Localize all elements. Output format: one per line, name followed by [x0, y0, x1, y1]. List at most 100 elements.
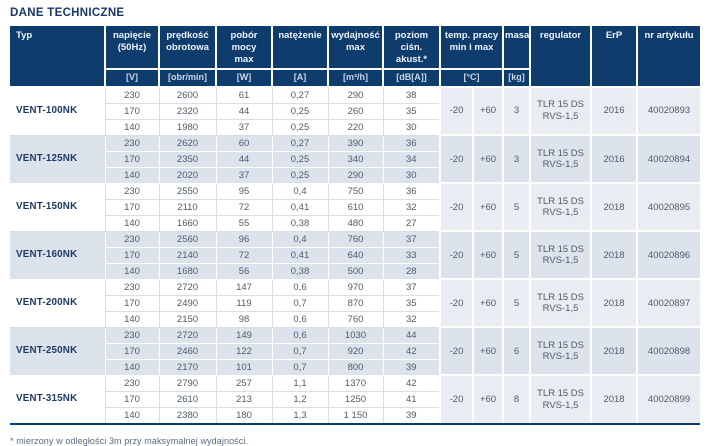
- cell-predkosc: 1660: [158, 214, 217, 232]
- cell-temp-min: -20: [439, 134, 474, 185]
- unit-m3h: [m³/h]: [327, 67, 384, 88]
- cell-natezenie: 0,27: [271, 86, 329, 104]
- cell-pobor: 257: [215, 374, 273, 392]
- cell-natezenie: 0,7: [271, 358, 329, 376]
- cell-nr-artykulu: 40020896: [636, 230, 702, 281]
- cell-napiecie: 230: [104, 230, 160, 248]
- cell-poziom: 42: [382, 342, 441, 360]
- cell-wydajnosc: 290: [327, 166, 384, 184]
- group-vent-315nk: VENT-315NK 230 2790 257 1,1 1370 42 -20 …: [9, 374, 702, 424]
- cell-wydajnosc: 500: [327, 262, 384, 280]
- cell-pobor: 60: [215, 134, 273, 152]
- cell-pobor: 56: [215, 262, 273, 280]
- cell-pobor: 72: [215, 198, 273, 216]
- table-row: 170 2490 119 0,7 870 35: [10, 294, 700, 312]
- cell-predkosc: 2170: [158, 358, 217, 376]
- cell-napiecie: 230: [104, 86, 160, 104]
- cell-natezenie: 0,38: [271, 262, 329, 280]
- table-row: 140 1680 56 0,38 500 28: [10, 262, 700, 280]
- type-cell: VENT-315NK: [9, 374, 106, 424]
- cell-predkosc: 2790: [158, 374, 217, 392]
- header-row-labels: Typ napięcie (50Hz) prędkość obrotowa po…: [9, 25, 702, 88]
- cell-temp-max: +60: [471, 326, 505, 377]
- cell-pobor: 44: [215, 150, 273, 168]
- cell-erp: 2018: [590, 278, 639, 329]
- cell-regulator: TLR 15 DS RVS-1,5: [529, 182, 593, 233]
- cell-wydajnosc: 760: [327, 230, 384, 248]
- cell-poziom: 32: [382, 198, 441, 216]
- cell-predkosc: 2610: [158, 390, 217, 408]
- cell-poziom: 39: [382, 358, 441, 376]
- cell-predkosc: 2720: [158, 278, 217, 296]
- cell-natezenie: 0,25: [271, 150, 329, 168]
- cell-temp-max: +60: [471, 85, 505, 137]
- cell-nr-artykulu: 40020898: [636, 326, 702, 377]
- cell-predkosc: 2110: [158, 198, 217, 216]
- cell-napiecie: 140: [104, 310, 160, 328]
- unit-kg: [kg]: [502, 67, 532, 88]
- cell-natezenie: 0,27: [271, 134, 329, 152]
- cell-napiecie: 140: [104, 262, 160, 280]
- cell-poziom: 27: [382, 214, 441, 232]
- cell-poziom: 32: [382, 310, 441, 328]
- table-row: VENT-315NK 230 2790 257 1,1 1370 42 -20 …: [9, 374, 702, 424]
- cell-pobor: 55: [215, 214, 273, 232]
- cell-masa: 3: [502, 134, 532, 185]
- cell-napiecie: 170: [104, 150, 160, 168]
- cell-wydajnosc: 1 150: [327, 406, 384, 424]
- cell-predkosc: 2550: [158, 182, 217, 200]
- table-row: VENT-160NK 230 2560 96 0,4 760 37 -20 +6…: [9, 230, 702, 281]
- table-row: VENT-100NK 230 2600 61 0,27 290 38 -20 +…: [9, 85, 702, 137]
- cell-masa: 5: [502, 182, 532, 233]
- cell-predkosc: 2600: [158, 86, 217, 104]
- cell-predkosc: 2380: [158, 406, 217, 424]
- cell-masa: 5: [502, 230, 532, 281]
- cell-natezenie: 0,25: [271, 102, 329, 120]
- group-vent-160nk: VENT-160NK 230 2560 96 0,4 760 37 -20 +6…: [9, 230, 702, 281]
- cell-wydajnosc: 920: [327, 342, 384, 360]
- cell-natezenie: 1,1: [271, 374, 329, 392]
- cell-temp-min: -20: [439, 230, 474, 281]
- type-cell: VENT-150NK: [9, 182, 106, 232]
- cell-wydajnosc: 760: [327, 310, 384, 328]
- cell-regulator: TLR 15 DS RVS-1,5: [529, 230, 593, 281]
- cell-poziom: 30: [382, 118, 441, 136]
- col-header-pobor-mocy: pobór mocy max: [215, 25, 273, 70]
- cell-wydajnosc: 970: [327, 278, 384, 296]
- cell-napiecie: 140: [104, 358, 160, 376]
- cell-natezenie: 0,6: [271, 326, 329, 344]
- cell-poziom: 41: [382, 390, 441, 408]
- cell-temp-min: -20: [439, 278, 474, 329]
- cell-pobor: 72: [215, 246, 273, 264]
- cell-temp-max: +60: [471, 374, 505, 424]
- group-vent-150nk: VENT-150NK 230 2550 95 0,4 750 36 -20 +6…: [9, 182, 702, 233]
- cell-natezenie: 0,38: [271, 214, 329, 232]
- cell-natezenie: 0,7: [271, 342, 329, 360]
- cell-nr-artykulu: 40020899: [636, 374, 702, 424]
- cell-erp: 2016: [590, 85, 639, 137]
- cell-napiecie: 170: [104, 102, 160, 120]
- page-title: DANE TECHNICZNE: [10, 7, 125, 19]
- cell-napiecie: 230: [104, 182, 160, 200]
- cell-wydajnosc: 750: [327, 182, 384, 200]
- cell-pobor: 122: [215, 342, 273, 360]
- cell-natezenie: 0,41: [271, 246, 329, 264]
- cell-poziom: 37: [382, 278, 441, 296]
- unit-rpm: [obr/min]: [158, 67, 217, 88]
- col-header-poziom-akust: poziom ciśn. akust.*: [382, 25, 441, 70]
- cell-regulator: TLR 15 DS RVS-1,5: [529, 134, 593, 185]
- cell-regulator: TLR 15 DS RVS-1,5: [529, 278, 593, 329]
- group-vent-250nk: VENT-250NK 230 2720 149 0,6 1030 44 -20 …: [9, 326, 702, 377]
- cell-pobor: 44: [215, 102, 273, 120]
- cell-pobor: 213: [215, 390, 273, 408]
- cell-erp: 2018: [590, 230, 639, 281]
- cell-masa: 3: [502, 85, 532, 137]
- cell-napiecie: 230: [104, 374, 160, 392]
- cell-poziom: 42: [382, 374, 441, 392]
- table-row: 170 2320 44 0,25 260 35: [10, 102, 700, 120]
- cell-natezenie: 0,41: [271, 198, 329, 216]
- cell-pobor: 101: [215, 358, 273, 376]
- cell-temp-min: -20: [439, 182, 474, 233]
- col-header-regulator: regulator: [529, 25, 593, 88]
